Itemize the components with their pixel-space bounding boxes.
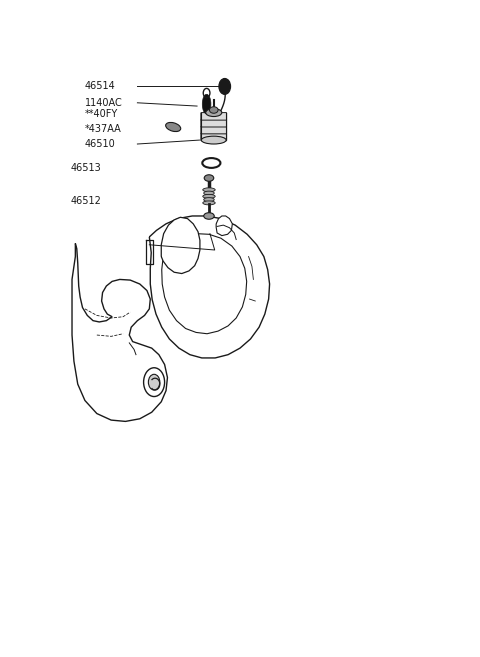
FancyBboxPatch shape	[201, 112, 227, 120]
Ellipse shape	[206, 108, 222, 116]
Ellipse shape	[204, 175, 214, 181]
PathPatch shape	[161, 217, 200, 273]
PathPatch shape	[216, 216, 232, 236]
Ellipse shape	[209, 106, 218, 113]
PathPatch shape	[162, 234, 247, 334]
Ellipse shape	[203, 194, 215, 198]
Ellipse shape	[204, 191, 214, 195]
Text: 46514: 46514	[85, 81, 116, 91]
Ellipse shape	[203, 201, 215, 205]
Text: *437AA: *437AA	[85, 124, 121, 134]
Text: 46512: 46512	[71, 196, 101, 206]
Text: 46513: 46513	[71, 163, 101, 173]
Ellipse shape	[203, 188, 215, 192]
FancyBboxPatch shape	[201, 126, 227, 134]
PathPatch shape	[149, 216, 270, 358]
Circle shape	[219, 79, 230, 95]
Text: **40FY: **40FY	[85, 109, 118, 119]
FancyBboxPatch shape	[201, 120, 227, 127]
Text: 46510: 46510	[85, 139, 116, 149]
Circle shape	[144, 368, 165, 397]
Ellipse shape	[201, 136, 226, 144]
Ellipse shape	[204, 213, 214, 219]
FancyBboxPatch shape	[201, 133, 227, 141]
Ellipse shape	[166, 122, 181, 131]
Ellipse shape	[204, 198, 214, 202]
Text: 1140AC: 1140AC	[85, 98, 123, 108]
Circle shape	[148, 374, 160, 390]
PathPatch shape	[72, 244, 168, 421]
Ellipse shape	[202, 95, 211, 114]
